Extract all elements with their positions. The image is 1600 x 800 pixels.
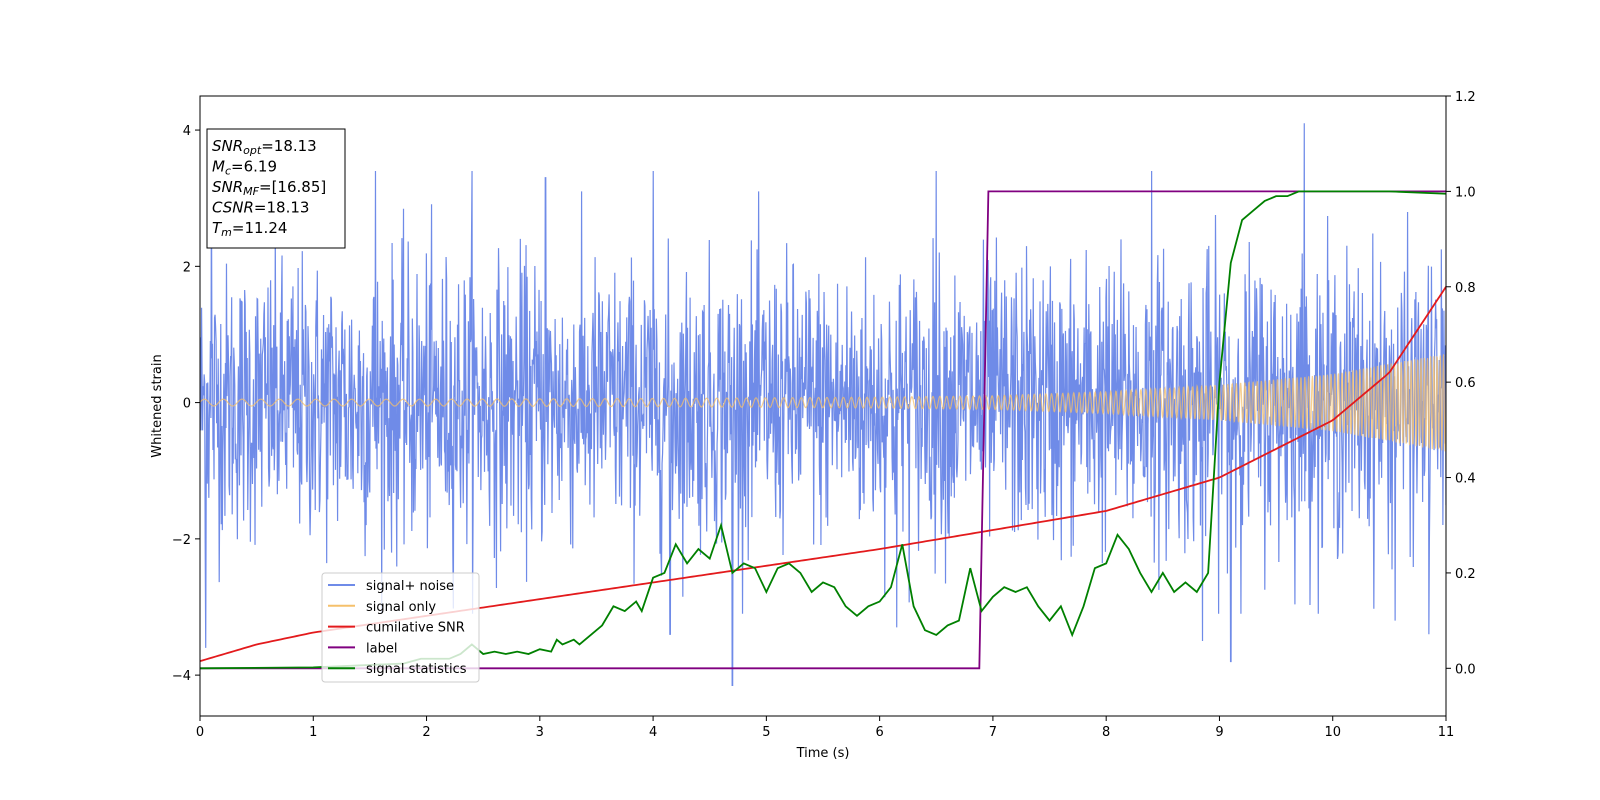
x-tick-label: 10 bbox=[1324, 725, 1341, 740]
info-line: SNRopt=18.13 bbox=[212, 137, 317, 157]
legend-label: signal+ noise bbox=[366, 579, 454, 594]
legend-frame bbox=[321, 572, 480, 683]
x-tick-label: 11 bbox=[1438, 725, 1455, 740]
y2-tick-label: 0.6 bbox=[1455, 376, 1476, 391]
y2-tick-label: 0.0 bbox=[1455, 662, 1476, 677]
y-tick-label: 0 bbox=[183, 397, 191, 412]
y2-tick-label: 0.8 bbox=[1455, 281, 1476, 296]
y2-tick-label: 0.4 bbox=[1455, 472, 1476, 487]
y-tick-label: −4 bbox=[172, 669, 191, 684]
x-tick-label: 5 bbox=[762, 725, 770, 740]
y2-axis-ticks: 0.0 0.2 0.4 0.6 0.8 1.0 1.2 bbox=[1446, 90, 1476, 677]
x-tick-label: 8 bbox=[1102, 725, 1110, 740]
y-axis-label: Whitened strain bbox=[150, 354, 165, 457]
series-signal-noise-line bbox=[200, 123, 1446, 686]
y2-tick-label: 0.2 bbox=[1455, 567, 1476, 582]
x-axis-ticks: 0 1 2 3 4 5 6 7 8 9 10 11 bbox=[196, 716, 1454, 740]
legend-label: signal only bbox=[366, 600, 436, 615]
x-tick-label: 3 bbox=[536, 725, 544, 740]
y-axis-ticks: −4 −2 0 2 4 bbox=[172, 124, 200, 684]
series-signal-only-line bbox=[200, 354, 1446, 452]
legend: signal+ noise signal only cumilative SNR la… bbox=[321, 572, 480, 683]
y-tick-label: −2 bbox=[172, 533, 191, 548]
y2-tick-label: 1.0 bbox=[1455, 185, 1476, 200]
x-tick-label: 6 bbox=[875, 725, 883, 740]
info-line: SNRMF=[16.85] bbox=[212, 178, 326, 198]
info-line: Mc=6.19 bbox=[212, 158, 277, 178]
info-line: CSNR=18.13 bbox=[212, 199, 309, 217]
legend-label: cumilative SNR bbox=[366, 621, 465, 636]
x-tick-label: 4 bbox=[649, 725, 657, 740]
info-box-frame bbox=[206, 128, 346, 249]
x-tick-label: 2 bbox=[422, 725, 430, 740]
info-line: Tm=11.24 bbox=[212, 219, 287, 239]
series-signal-statistics-line bbox=[200, 190, 1446, 670]
y2-tick-label: 1.2 bbox=[1455, 90, 1476, 105]
legend-label: label bbox=[366, 641, 397, 656]
axes-frame bbox=[199, 95, 1447, 717]
x-tick-label: 0 bbox=[196, 725, 204, 740]
series-label-line bbox=[200, 190, 1446, 670]
legend-label: signal statistics bbox=[366, 662, 467, 677]
x-tick-label: 1 bbox=[309, 725, 317, 740]
y-tick-label: 2 bbox=[183, 260, 191, 275]
snr-info-box: SNRopt=18.13Mc=6.19SNRMF=[16.85]CSNR=18.… bbox=[206, 128, 346, 249]
x-tick-label: 9 bbox=[1215, 725, 1223, 740]
x-axis-label: Time (s) bbox=[796, 746, 850, 761]
y-tick-label: 4 bbox=[183, 124, 191, 139]
x-tick-label: 7 bbox=[989, 725, 997, 740]
